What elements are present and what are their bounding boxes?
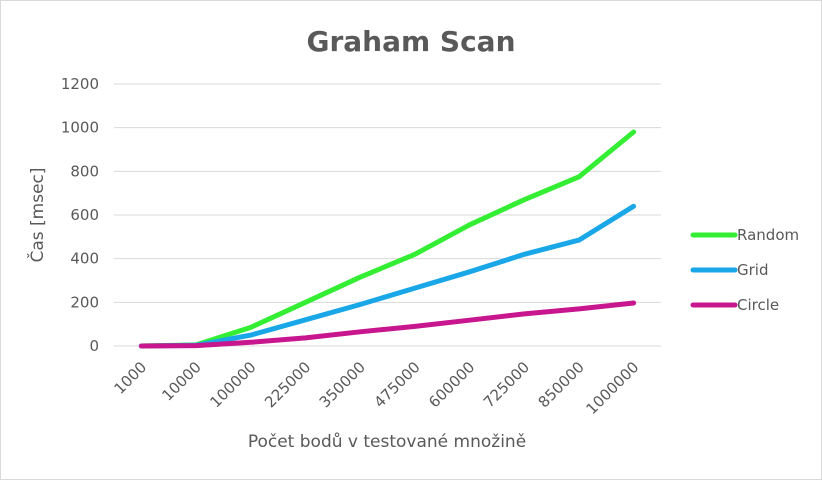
y-tick-label: 1200 (61, 75, 99, 93)
x-tick-label: 350000 (316, 358, 369, 411)
x-tick-label: 850000 (535, 358, 588, 411)
y-axis-ticks: 0 200 400 600 800 1000 1200 (61, 75, 99, 355)
y-tick-label: 600 (70, 206, 99, 224)
x-tick-label: 725000 (480, 358, 533, 411)
x-tick-label: 1000 (110, 358, 150, 398)
x-axis-title: Počet bodů v testované množině (248, 432, 526, 452)
legend-label-grid: Grid (737, 261, 768, 279)
legend: Random Grid Circle (690, 226, 799, 314)
x-tick-label: 600000 (425, 358, 478, 411)
x-tick-label: 100000 (206, 358, 259, 411)
x-tick-label: 10000 (158, 358, 204, 404)
x-tick-label: 1000000 (583, 358, 643, 418)
series-line-grid (138, 203, 637, 349)
y-axis-title: Čas [msec] (26, 167, 48, 262)
y-tick-label: 400 (70, 250, 99, 268)
x-tick-label: 475000 (370, 358, 423, 411)
y-tick-label: 1000 (61, 119, 99, 137)
legend-label-circle: Circle (737, 296, 779, 314)
gridlines (114, 83, 661, 347)
legend-label-random: Random (737, 226, 799, 244)
x-axis-ticks: 1000 10000 100000 225000 350000 475000 600000 7… (110, 358, 642, 418)
series-line-random (138, 129, 637, 349)
chart-title: Graham Scan (306, 25, 515, 58)
series-lines (138, 129, 637, 349)
y-tick-label: 800 (70, 162, 99, 180)
series-line-circle (138, 300, 637, 349)
y-tick-label: 0 (89, 337, 99, 355)
y-tick-label: 200 (70, 293, 99, 311)
x-tick-label: 225000 (261, 358, 314, 411)
